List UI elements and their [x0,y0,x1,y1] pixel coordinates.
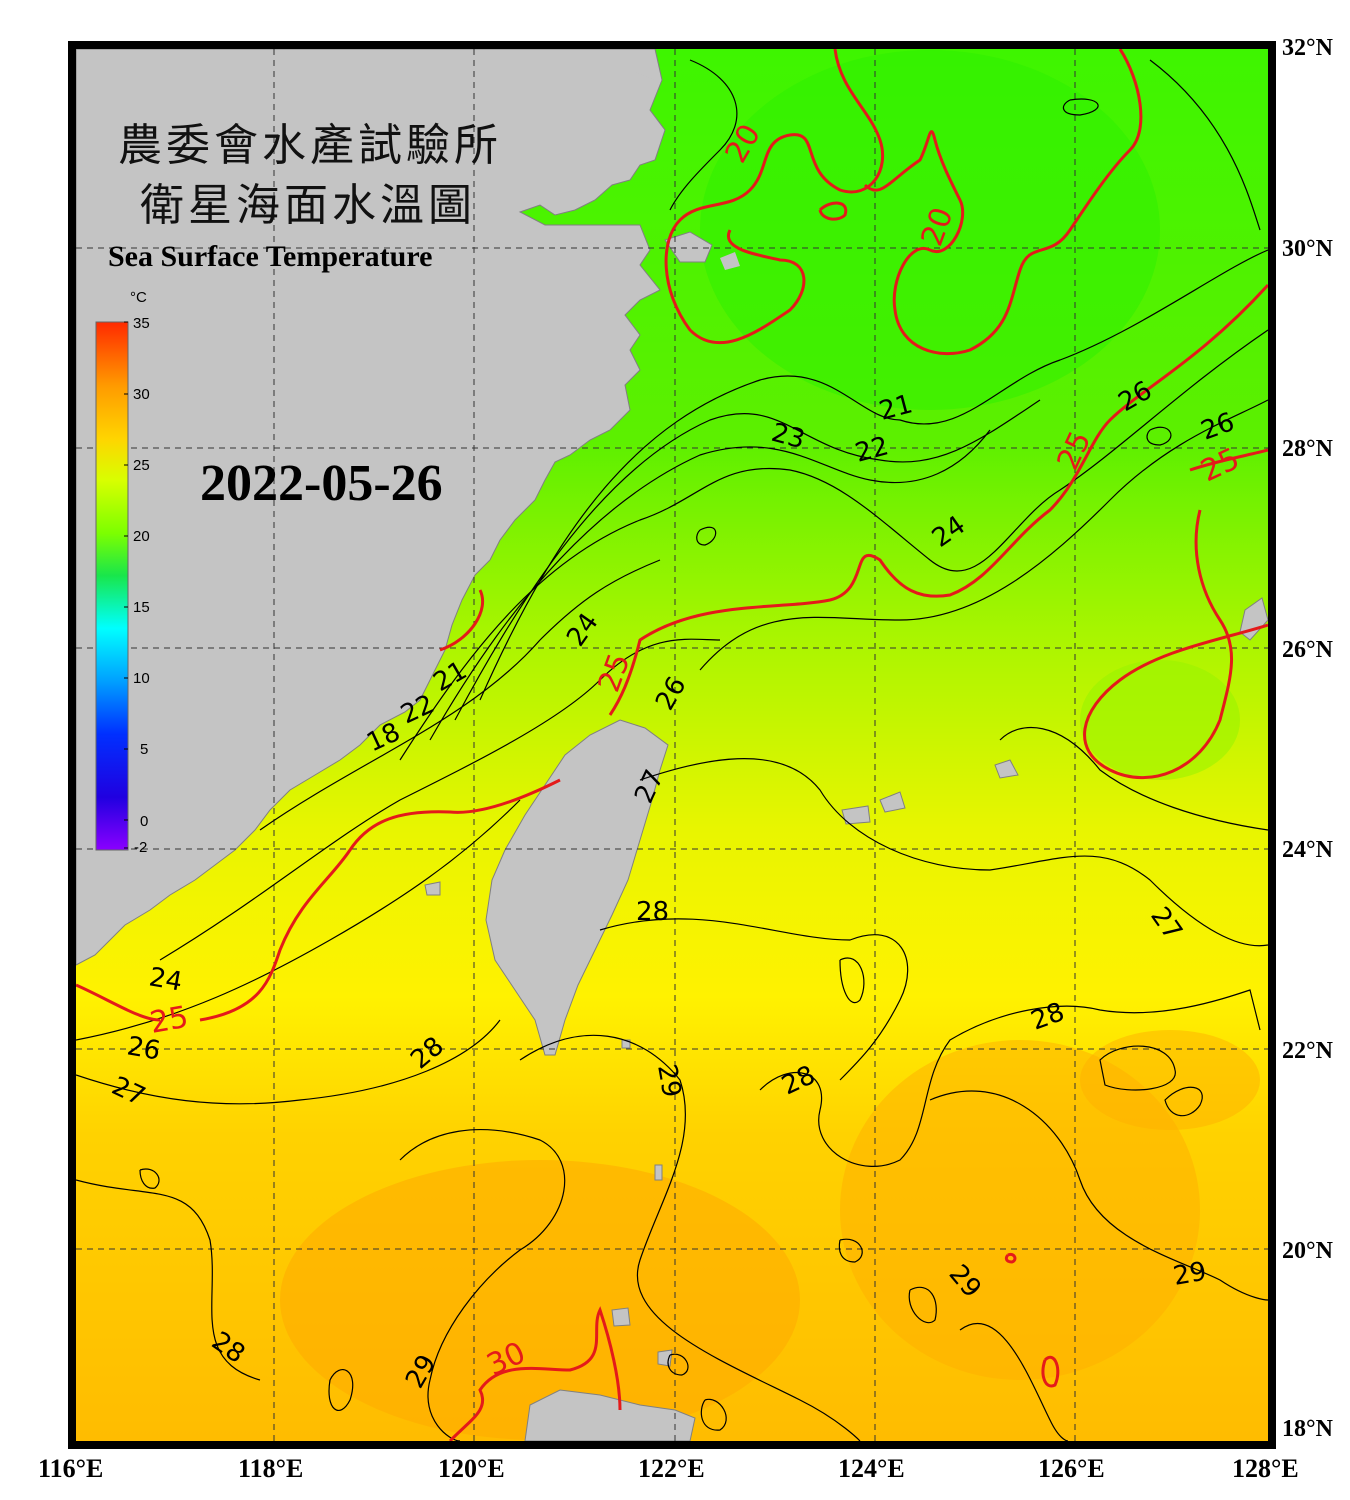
lat-label: 28°N [1282,436,1334,462]
longitude-labels: 116°E 118°E 120°E 122°E 124°E 126°E 128°… [38,1454,1299,1483]
colorbar-tick-label: 0 [140,813,148,830]
svg-text:29: 29 [1171,1257,1209,1292]
colorbar-tick-label: 35 [133,315,150,332]
lat-label: 24°N [1282,837,1334,863]
lat-label: 26°N [1282,637,1334,663]
island [720,252,740,270]
lat-label: 32°N [1282,35,1334,61]
svg-text:24: 24 [147,962,185,997]
svg-text:25: 25 [147,1000,191,1041]
title-english: Sea Surface Temperature [108,240,432,273]
warm-patch [1080,1030,1260,1130]
cool-patch [1080,660,1240,780]
warm-patch [280,1160,800,1440]
map-frame [68,41,1276,1449]
svg-text:29: 29 [651,1062,686,1100]
isotherms-black [76,59,1268,1441]
colorbar-tick-label: 25 [133,457,150,474]
lat-label: 22°N [1282,1038,1334,1064]
lat-label: 18°N [1282,1416,1334,1442]
lon-label: 124°E [838,1454,905,1483]
okinawa [1239,597,1268,641]
cool-patch [700,50,1160,410]
colorbar-tick-label: -2 [134,839,147,856]
colorbar-tick-label: 15 [133,599,150,616]
lat-label: 20°N [1282,1238,1334,1264]
colorbar-tick-label: 5 [140,741,148,758]
warm-patch [840,1040,1200,1380]
title-line1: 農委會水產試驗所 [118,120,502,171]
colorbar-ticks [124,321,128,849]
lon-label: 122°E [638,1454,705,1483]
luzon [524,1389,696,1441]
colorbar-tick-label: 30 [133,386,150,403]
isotherms-red [76,49,1268,1441]
lon-label: 116°E [38,1454,103,1483]
title-line2: 衛星海面水溫圖 [140,180,476,231]
colorbar: °C 35 30 25 20 15 10 5 0 -2 [95,289,150,856]
taiwan [485,719,669,1056]
lon-label: 126°E [1038,1454,1105,1483]
lon-label: 120°E [438,1454,505,1483]
penghu-island [424,881,441,896]
colorbar-unit: °C [130,289,147,306]
miyako-island [994,759,1019,779]
lon-label: 128°E [1232,1454,1299,1483]
chongming-island [560,60,655,95]
batan-island [654,1164,663,1181]
svg-text:26: 26 [125,1031,163,1066]
colorbar-tick-label: 20 [133,528,150,545]
date-label: 2022-05-26 [200,455,443,512]
china-mainland [76,49,666,966]
ishigaki-island [879,791,906,813]
small-island [657,1349,673,1367]
zhoushan-islands [664,231,713,263]
babuyan-island [611,1307,631,1327]
latitude-labels: 32°N 30°N 28°N 26°N 24°N 22°N 20°N 18°N [1282,35,1334,1442]
lon-label: 118°E [238,1454,303,1483]
lanyu-island [621,1039,631,1049]
colorbar-ramp [95,321,129,851]
colorbar-tick-label: 10 [133,670,150,687]
svg-text:28: 28 [636,897,669,927]
lat-label: 30°N [1282,236,1334,262]
